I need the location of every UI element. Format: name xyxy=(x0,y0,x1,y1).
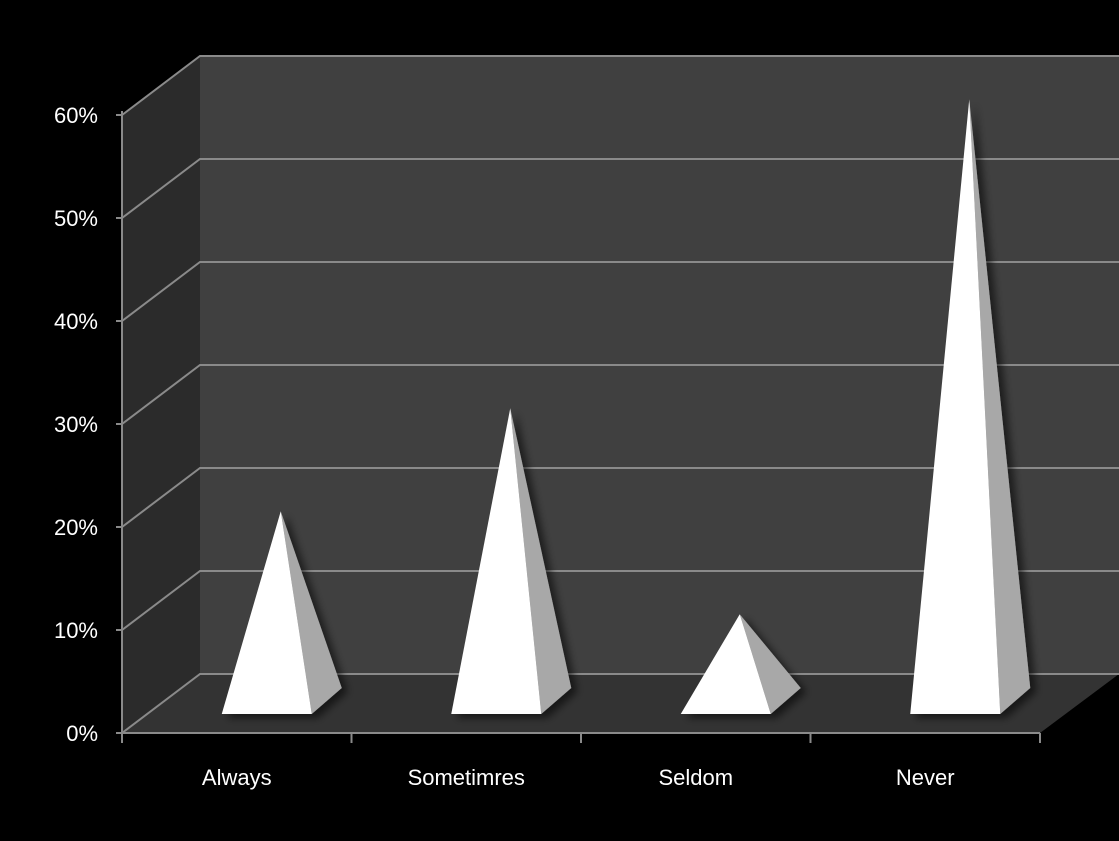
x-tick-label: Never xyxy=(896,765,955,790)
y-tick-label: 60% xyxy=(54,103,98,128)
pyramid-always xyxy=(221,511,342,714)
gridline xyxy=(121,570,1119,631)
pyramid-seldom xyxy=(680,614,801,714)
gridline xyxy=(121,673,1119,734)
y-tick-label: 10% xyxy=(54,618,98,643)
gridline xyxy=(121,467,1119,528)
pyramid-side-face xyxy=(280,511,342,714)
pyramid-sometimres xyxy=(451,408,572,714)
axes xyxy=(116,111,1041,743)
x-tick-label: Always xyxy=(202,765,272,790)
pyramid-front-face xyxy=(910,99,1001,714)
x-axis-tick-labels: Always Sometimres Seldom Never xyxy=(202,765,955,790)
y-tick-label: 30% xyxy=(54,412,98,437)
pyramid-never xyxy=(910,99,1031,714)
gridline xyxy=(121,261,1119,322)
pyramid-side-face xyxy=(969,99,1031,714)
floor xyxy=(122,674,1119,733)
gridline xyxy=(121,364,1119,425)
x-tick-label: Sometimres xyxy=(408,765,525,790)
y-tick-label: 0% xyxy=(66,721,98,746)
y-tick-label: 50% xyxy=(54,206,98,231)
pyramid-front-face xyxy=(451,408,542,714)
pyramid-front-face xyxy=(221,511,312,714)
pyramid-marks xyxy=(221,99,1031,714)
y-tick-label: 40% xyxy=(54,309,98,334)
x-tick-label: Seldom xyxy=(658,765,733,790)
gridlines xyxy=(121,55,1119,734)
pyramid-side-face xyxy=(739,614,801,714)
gridline xyxy=(121,55,1119,116)
pyramid-front-face xyxy=(680,614,771,714)
y-axis-tick-labels: 0% 10% 20% 30% 40% 50% 60% xyxy=(54,103,98,746)
y-tick-label: 20% xyxy=(54,515,98,540)
gridline xyxy=(121,158,1119,219)
pyramid-side-face xyxy=(510,408,572,714)
